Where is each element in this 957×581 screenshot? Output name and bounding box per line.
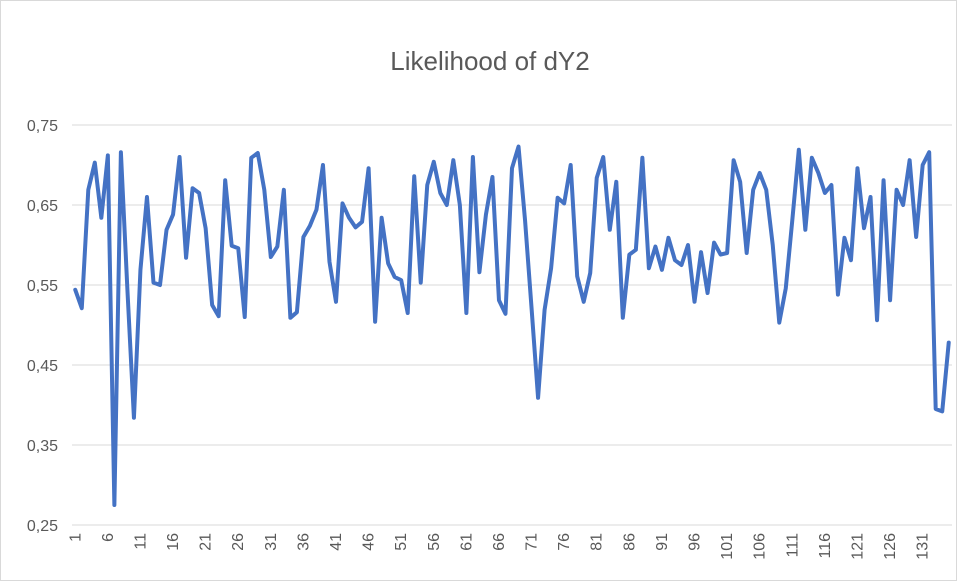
x-tick-label: 71 xyxy=(524,533,541,551)
x-tick-label: 16 xyxy=(165,533,182,551)
data-line xyxy=(73,144,951,507)
x-tick-label: 51 xyxy=(393,533,410,551)
y-tick-label: 0,25 xyxy=(27,518,58,535)
x-tick-label: 91 xyxy=(654,533,671,551)
x-tick-label: 41 xyxy=(328,533,345,551)
x-tick-label: 21 xyxy=(198,533,215,551)
x-tick-label: 31 xyxy=(263,533,280,551)
x-tick-label: 131 xyxy=(915,533,932,560)
y-tick-label: 0,55 xyxy=(27,278,58,295)
x-tick-label: 86 xyxy=(621,533,638,551)
x-tick-label: 1 xyxy=(67,533,84,542)
x-tick-label: 111 xyxy=(784,533,801,557)
x-tick-label: 11 xyxy=(132,533,149,550)
x-tick-label: 56 xyxy=(426,533,443,551)
x-tick-label: 106 xyxy=(752,533,769,560)
x-tick-label: 81 xyxy=(589,533,606,551)
x-tick-label: 46 xyxy=(361,533,378,551)
y-tick-label: 0,65 xyxy=(27,198,58,215)
x-tick-label: 66 xyxy=(491,533,508,551)
x-tick-label: 121 xyxy=(849,533,866,560)
x-tick-label: 76 xyxy=(556,533,573,551)
y-tick-label: 0,45 xyxy=(27,358,58,375)
chart-title: Likelihood of dY2 xyxy=(390,46,589,76)
y-tick-label: 0,35 xyxy=(27,438,58,455)
x-tick-label: 61 xyxy=(458,533,475,551)
x-tick-label: 126 xyxy=(882,533,899,560)
x-tick-label: 36 xyxy=(295,533,312,551)
x-tick-label: 101 xyxy=(719,533,736,560)
x-tick-label: 26 xyxy=(230,533,247,551)
x-tick-label: 116 xyxy=(817,533,834,559)
x-tick-label: 96 xyxy=(687,533,704,551)
y-tick-label: 0,75 xyxy=(27,118,58,135)
x-tick-label: 6 xyxy=(100,533,117,542)
